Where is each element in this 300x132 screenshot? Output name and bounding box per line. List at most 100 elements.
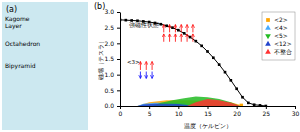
legend-symbol bbox=[265, 41, 271, 46]
curve-line bbox=[120, 20, 266, 106]
tick: 10 bbox=[175, 106, 183, 117]
phase-area bbox=[138, 104, 191, 106]
tick-mark bbox=[117, 90, 120, 91]
tick-label: 0.5 bbox=[104, 87, 114, 94]
point-marker bbox=[259, 104, 262, 106]
legend-symbol bbox=[265, 34, 271, 39]
tick: 0.0 bbox=[104, 102, 120, 109]
tick: 3.0 bbox=[104, 8, 120, 15]
tick-mark bbox=[117, 43, 120, 44]
point-marker bbox=[177, 29, 180, 32]
tick-mark bbox=[237, 106, 238, 109]
axis-line bbox=[120, 13, 121, 107]
point-marker bbox=[165, 24, 168, 27]
point-marker bbox=[218, 63, 221, 66]
point-marker bbox=[120, 19, 121, 22]
diagram-background bbox=[2, 2, 88, 130]
tick: 20 bbox=[233, 106, 241, 117]
point-marker bbox=[206, 50, 209, 53]
tick-mark bbox=[117, 12, 120, 13]
tick-label: 30 bbox=[292, 110, 300, 117]
point-marker bbox=[183, 32, 186, 35]
phase-area bbox=[187, 99, 240, 106]
tick-label: 0 bbox=[119, 110, 123, 117]
spin-arrow bbox=[192, 34, 193, 42]
diagram-panel: (a)KagomeLayer Octahedron Bipyramid bbox=[2, 2, 88, 130]
spin-arrow bbox=[146, 62, 147, 70]
diagram-label: Octahedron bbox=[5, 40, 40, 47]
spin-arrow bbox=[140, 62, 141, 70]
tick-label: 2.5 bbox=[104, 24, 114, 31]
tick: 1.0 bbox=[104, 71, 120, 78]
point-marker bbox=[241, 96, 244, 99]
legend-label: <2> bbox=[274, 16, 288, 23]
tick-label: 25 bbox=[263, 110, 271, 117]
diagram-label: Bipyramid bbox=[5, 62, 36, 70]
tick-mark bbox=[117, 106, 120, 107]
tick: 2.0 bbox=[104, 40, 120, 47]
point-marker bbox=[265, 105, 268, 106]
point-marker bbox=[230, 79, 233, 82]
point-marker bbox=[240, 104, 243, 106]
tick: 30 bbox=[292, 106, 300, 117]
legend: <2><4><5><12>不整合 bbox=[262, 12, 295, 60]
y-axis-title: 磁場（テスラ） bbox=[97, 38, 105, 81]
spin-arrow bbox=[140, 72, 141, 79]
panel-label: (b) bbox=[94, 2, 105, 11]
spin-arrow bbox=[187, 34, 188, 42]
tick: 5 bbox=[148, 106, 152, 117]
tick: 0 bbox=[119, 106, 123, 117]
spin-arrow bbox=[169, 34, 170, 42]
x-axis-title: 温度（ケルビン） bbox=[184, 122, 232, 130]
point-marker bbox=[200, 45, 203, 48]
diagram-label: KagomeLayer bbox=[5, 15, 30, 30]
spin-arrow bbox=[181, 34, 182, 42]
tick: 1.5 bbox=[104, 55, 120, 62]
tick: 2.5 bbox=[104, 24, 120, 31]
point-marker bbox=[189, 36, 192, 39]
tick-mark bbox=[208, 106, 209, 109]
tick-mark bbox=[266, 106, 267, 109]
point-marker bbox=[171, 26, 174, 29]
spin-arrow bbox=[181, 25, 182, 33]
tick-label: 0.0 bbox=[104, 102, 114, 109]
point-marker bbox=[235, 87, 238, 90]
point-marker bbox=[224, 71, 227, 74]
spin-arrow bbox=[175, 25, 176, 33]
spin-arrow bbox=[175, 34, 176, 42]
spin-arrow bbox=[163, 25, 164, 33]
legend-symbol bbox=[266, 18, 270, 22]
tick-mark bbox=[295, 106, 296, 109]
spin-arrow bbox=[152, 72, 153, 79]
chart-root: (a)KagomeLayer Octahedron Bipyramid 0 5 10 15 2… bbox=[0, 0, 300, 132]
tick-label: 5 bbox=[148, 110, 152, 117]
annotation: 強磁性状態 bbox=[129, 22, 159, 28]
tick-label: 1.5 bbox=[104, 55, 114, 62]
tick-label: 1.0 bbox=[104, 71, 114, 78]
legend-symbol bbox=[265, 25, 271, 30]
legend-label: <4> bbox=[274, 24, 288, 31]
point-marker bbox=[160, 23, 163, 26]
point-marker bbox=[253, 103, 256, 106]
tick-mark bbox=[149, 106, 150, 109]
tick-label: 15 bbox=[204, 110, 212, 117]
panel-label: (a) bbox=[6, 5, 17, 14]
spin-arrow bbox=[163, 34, 164, 42]
tick-mark bbox=[117, 28, 120, 29]
legend-symbol bbox=[265, 49, 271, 54]
legend-label: 不整合 bbox=[274, 48, 292, 55]
tick-mark bbox=[117, 75, 120, 76]
legend-label: <5> bbox=[274, 32, 288, 39]
tick-mark bbox=[117, 59, 120, 60]
point-marker bbox=[125, 19, 128, 22]
legend-frame bbox=[262, 12, 295, 60]
x-axis: 0 5 10 15 20 25 30 bbox=[119, 106, 300, 117]
legend-label: <12> bbox=[274, 40, 292, 47]
point-marker bbox=[212, 56, 215, 59]
annotation: <3> bbox=[127, 59, 140, 65]
tick: 25 bbox=[263, 106, 271, 117]
point-marker bbox=[247, 102, 250, 105]
plot-area bbox=[120, 19, 267, 106]
tick-label: 3.0 bbox=[104, 8, 114, 15]
spin-arrow bbox=[187, 25, 188, 33]
